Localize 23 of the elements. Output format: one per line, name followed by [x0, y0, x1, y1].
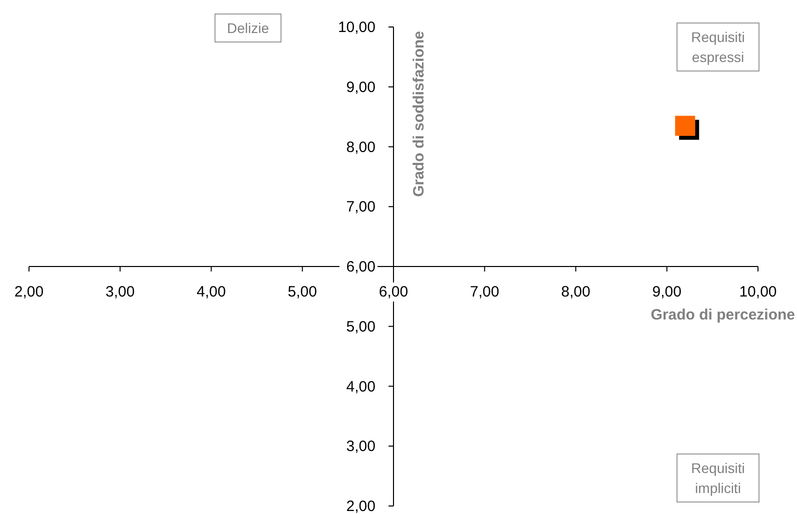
- y-tick-label: 6,00: [346, 258, 376, 276]
- x-tick-label: 9,00: [652, 284, 682, 300]
- x-tick-label: 2,00: [14, 284, 44, 300]
- annotation: Requisiti espressi: [691, 29, 745, 65]
- x-tick-label: 3,00: [106, 284, 135, 300]
- y-tick-label: 10,00: [338, 19, 376, 36]
- y-tick-label: 8,00: [346, 138, 376, 156]
- y-tick-label: 2,00: [346, 498, 376, 514]
- x-tick-label: 10,00: [739, 284, 777, 300]
- x-tick-label: 8,00: [561, 284, 590, 300]
- x-tick-label: 5,00: [288, 284, 317, 300]
- annotation: Requisiti impliciti: [691, 460, 745, 496]
- x-tick-label: 7,00: [470, 284, 500, 300]
- y-axis-title: Grado di soddisfazione: [410, 31, 428, 197]
- x-axis-title: Grado di percezione: [650, 306, 795, 324]
- y-tick-label: 7,00: [346, 198, 376, 216]
- y-tick-label: 5,00: [346, 318, 376, 336]
- y-tick-label: 4,00: [346, 378, 376, 396]
- y-tick-label: 9,00: [346, 78, 376, 96]
- annotation: Delizie: [226, 20, 270, 36]
- y-tick-label: 3,00: [346, 438, 376, 456]
- x-tick-label: 6,00: [378, 284, 408, 300]
- x-tick-label: 4,00: [196, 284, 226, 300]
